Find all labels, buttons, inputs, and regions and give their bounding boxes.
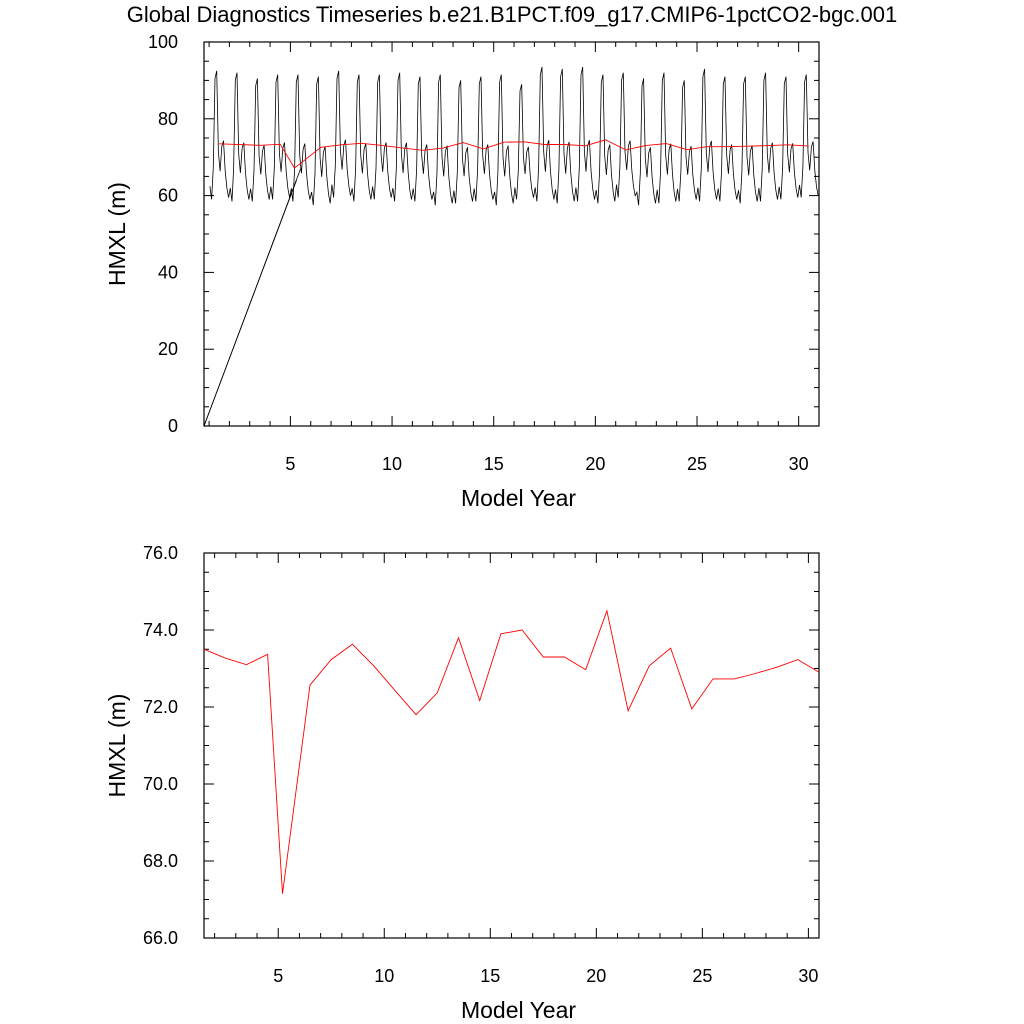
chart2-x-tick-label: 25 (692, 966, 712, 986)
chart2-x-tick-label: 15 (480, 966, 500, 986)
chart1-series-monthly-line (209, 66, 819, 206)
chart1-series-annual-line (219, 139, 809, 169)
chart2-series-group (204, 609, 819, 894)
chart2-y-tick-label: 70.0 (143, 774, 178, 794)
chart2-y-tick-label: 72.0 (143, 697, 178, 717)
chart1-series-group (204, 66, 819, 426)
chart1-x-tick-label: 25 (687, 454, 707, 474)
chart1-y-tick-label: 80 (158, 109, 178, 129)
chart2-y-tick-label: 66.0 (143, 928, 178, 948)
chart1-x-tick-label: 5 (285, 454, 295, 474)
chart1-x-tick-label: 15 (484, 454, 504, 474)
chart2-x-tick-label: 5 (273, 966, 283, 986)
chart1-y-tick-label: 100 (148, 32, 178, 52)
chart2-y-tick-label: 74.0 (143, 620, 178, 640)
chart1-x-axis-title: Model Year (461, 485, 576, 511)
chart2-x-tick-label: 10 (374, 966, 394, 986)
chart2-x-tick-label: 20 (586, 966, 606, 986)
chart2-x-axis-title: Model Year (461, 997, 576, 1023)
chart1-y-axis-title: HMXL (m) (104, 182, 130, 286)
chart2-x-tick-label: 30 (798, 966, 818, 986)
chart2-y-tick-label: 76.0 (143, 543, 178, 563)
chart2-y-tick-label: 68.0 (143, 851, 178, 871)
chart1-x-tick-label: 30 (789, 454, 809, 474)
chart2-plot-frame (203, 552, 820, 939)
chart2-y-axis-title: HMXL (m) (104, 694, 130, 798)
chart2-plot: 66.0 68.0 70.0 72.0 74.0 76.0 5 10 15 20 25 30 Model… (104, 543, 820, 1023)
chart1-y-tick-label: 20 (158, 339, 178, 359)
chart1-x-tick-label: 20 (585, 454, 605, 474)
chart2-series-annual-line (204, 609, 819, 894)
page-title: Global Diagnostics Timeseries b.e21.B1PC… (126, 2, 898, 27)
chart1-plot: 0 20 40 60 80 100 5 10 15 20 25 30 Model Year HMXL (m… (104, 32, 820, 511)
chart1-y-tick-label: 0 (168, 416, 178, 436)
chart1-y-tick-label: 40 (158, 262, 178, 282)
chart1-y-tick-label: 60 (158, 186, 178, 206)
chart1-x-tick-label: 10 (382, 454, 402, 474)
chart1-origin-segment (204, 180, 297, 426)
